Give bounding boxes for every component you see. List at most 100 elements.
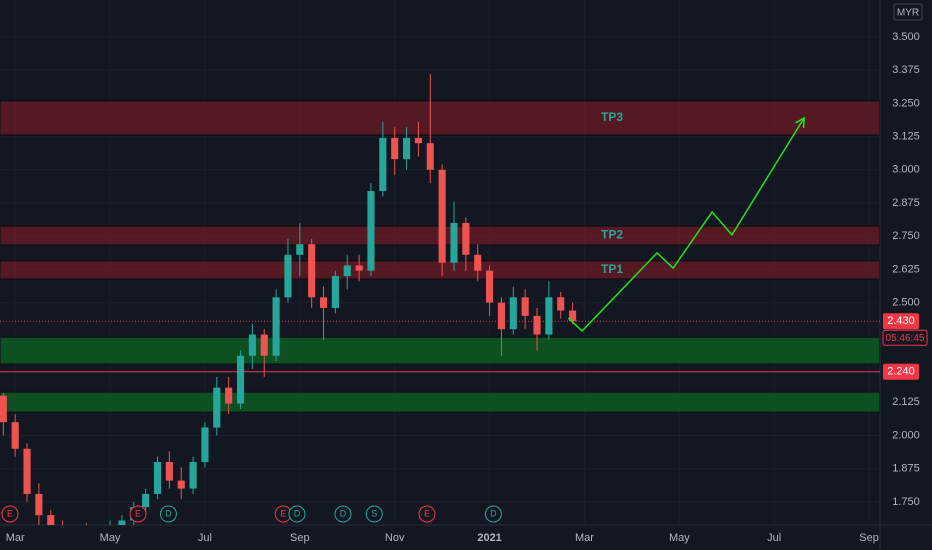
zone-label: TP3 <box>601 110 623 124</box>
y-tick-label: 3.375 <box>892 64 920 76</box>
event-label: E <box>135 508 141 518</box>
countdown-box <box>882 329 928 346</box>
event-marker <box>1 505 19 523</box>
candle-body <box>450 222 458 263</box>
event-label: E <box>7 508 13 518</box>
candle-body <box>545 297 553 335</box>
event-label: D <box>490 508 497 518</box>
event-marker <box>288 505 306 523</box>
price-label-box <box>883 313 919 330</box>
candle-body <box>497 302 505 330</box>
event-marker <box>129 505 147 523</box>
x-tick-label: May <box>100 532 121 544</box>
candle-body <box>533 315 541 335</box>
candle-body <box>426 143 434 170</box>
zone-label: TP1 <box>601 262 623 276</box>
y-tick-label: 2.000 <box>892 429 920 441</box>
candle-body <box>153 462 162 494</box>
candle-body <box>569 310 577 322</box>
candle-body <box>0 395 7 423</box>
candle-body <box>343 265 351 277</box>
candle-body <box>11 422 19 449</box>
y-tick-label: 3.125 <box>892 130 920 142</box>
y-tick-label: 3.000 <box>892 164 920 176</box>
y-tick-label: 1.875 <box>892 463 920 475</box>
candle-body <box>462 222 470 255</box>
candle-body <box>118 520 126 525</box>
candle-body <box>165 462 173 481</box>
event-marker <box>159 505 177 523</box>
event-label: S <box>371 508 377 518</box>
zone <box>0 100 880 136</box>
y-tick-label: 2.875 <box>892 197 920 209</box>
x-tick-label: 2021 <box>477 532 501 544</box>
candle-body <box>213 387 221 428</box>
candle-body <box>248 334 256 356</box>
x-tick-label: Nov <box>385 532 405 544</box>
x-tick-label: Jul <box>767 532 781 544</box>
y-tick-label: 1.750 <box>892 496 920 508</box>
candle-body <box>557 297 565 311</box>
candle-body <box>23 448 31 494</box>
candle-body <box>272 297 280 356</box>
event-label: D <box>294 508 301 518</box>
zone <box>0 336 880 365</box>
candle-body <box>367 191 375 271</box>
candle-body <box>296 244 304 255</box>
candle-body <box>402 137 411 160</box>
x-tick-label: Jul <box>198 532 212 544</box>
y-tick-label: 2.500 <box>892 297 920 309</box>
x-tick-label: Sep <box>859 532 879 544</box>
candle-body <box>474 254 482 271</box>
candle-body <box>284 254 292 298</box>
candle-body <box>260 334 268 356</box>
y-tick-label: 3.500 <box>892 31 920 43</box>
y-tick-label: 2.625 <box>892 263 920 275</box>
candle-body <box>201 427 209 463</box>
price-label-box <box>883 363 919 380</box>
y-tick-label: 2.750 <box>892 230 920 242</box>
zone <box>0 391 880 413</box>
candle-body <box>438 169 446 263</box>
candle-body <box>225 387 233 404</box>
x-tick-label: Sep <box>290 532 310 544</box>
candle-body <box>355 265 363 271</box>
candle-body <box>189 462 197 489</box>
projection-path <box>567 117 805 333</box>
candle-body <box>236 355 245 404</box>
event-marker <box>418 505 436 523</box>
zone <box>0 260 880 280</box>
candle-body <box>391 137 399 160</box>
candle-body <box>331 276 339 308</box>
currency: MYR <box>897 8 919 19</box>
plot-area: TP3 TP2 TP1 <box>0 74 880 525</box>
price-label: 2.240 <box>887 366 915 378</box>
event-marker <box>484 505 502 523</box>
candle-body <box>509 297 517 330</box>
event-label: D <box>340 508 347 518</box>
y-tick-label: 3.250 <box>892 97 920 109</box>
x-tick-label: Mar <box>6 532 25 544</box>
event-marker <box>334 505 352 523</box>
candle-body <box>379 137 387 192</box>
candle-body <box>177 480 185 489</box>
candle-body <box>414 137 422 144</box>
candle-body <box>35 493 43 516</box>
event-label: D <box>165 508 172 518</box>
event-label: E <box>280 508 286 518</box>
event-marker <box>365 505 383 523</box>
event-label: E <box>424 508 430 518</box>
y-tick-label: 2.125 <box>892 396 920 408</box>
candle-body <box>308 244 316 298</box>
candle-body <box>486 270 494 303</box>
candle-body <box>47 515 55 525</box>
candle-body <box>521 297 529 316</box>
x-tick-label: Mar <box>575 532 594 544</box>
x-tick-label: May <box>669 532 690 544</box>
candle-body <box>142 493 150 508</box>
price-label: 2.430 <box>887 315 915 327</box>
currency-box <box>893 3 923 21</box>
projection-arrowhead <box>795 116 805 128</box>
